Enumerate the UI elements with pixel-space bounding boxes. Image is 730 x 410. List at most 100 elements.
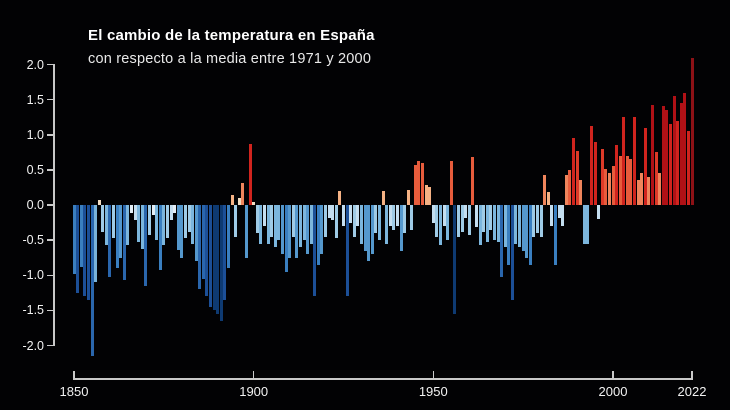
temperature-bar-1911 [291, 205, 295, 237]
temperature-bar-1961 [471, 157, 475, 205]
temperature-bar-1908 [280, 205, 284, 255]
temperature-bar-1953 [442, 205, 446, 227]
temperature-bar-1930 [359, 205, 363, 244]
temperature-bar-1859 [104, 205, 108, 245]
temperature-bar-1855 [90, 205, 94, 356]
temperature-bar-1999 [607, 173, 611, 205]
temperature-bar-1976 [525, 205, 529, 258]
temperature-bar-2006 [633, 117, 636, 205]
temperature-bar-1856 [94, 205, 98, 283]
temperature-bar-2002 [618, 155, 622, 205]
temperature-bar-1994 [589, 126, 593, 205]
temperature-bar-1955 [449, 160, 453, 205]
y-axis-tick--1.5 [47, 309, 54, 312]
temperature-bar-1989 [571, 138, 575, 205]
y-axis-tick-1.5 [47, 98, 54, 101]
temperature-bar-1884 [194, 205, 198, 262]
temperature-bar-1981 [543, 174, 547, 205]
temperature-bar-1941 [399, 205, 403, 251]
temperature-bar-1949 [428, 187, 432, 205]
x-axis-tick-2022 [691, 371, 693, 378]
temperature-bar-2013 [658, 173, 662, 205]
y-axis-tick-0.5 [47, 169, 54, 171]
x-axis-label-1950: 1950 [418, 384, 448, 399]
temperature-bar-1952 [439, 205, 442, 245]
temperature-bar-1924 [338, 190, 342, 205]
temperature-bar-1980 [539, 205, 543, 237]
temperature-bar-2020 [683, 92, 687, 205]
temperature-bar-1993 [586, 205, 590, 244]
temperature-bar-1998 [604, 168, 608, 205]
temperature-bar-1934 [374, 205, 378, 234]
temperature-bar-1887 [205, 205, 209, 297]
temperature-bar-2005 [629, 159, 633, 205]
temperature-bar-1951 [435, 205, 439, 237]
temperature-bar-1851 [76, 205, 80, 293]
temperature-bar-1985 [557, 205, 561, 219]
temperature-bar-1920 [324, 205, 327, 237]
temperature-bar-1988 [568, 169, 572, 205]
temperature-bar-1939 [392, 205, 396, 230]
temperature-bar-1888 [209, 205, 212, 307]
temperature-bar-1997 [600, 148, 604, 205]
temperature-bar-1926 [345, 205, 349, 297]
temperature-bar-1996 [597, 205, 601, 220]
temperature-bar-2009 [643, 127, 647, 205]
temperature-bar-1889 [212, 205, 216, 311]
temperature-bar-2018 [676, 120, 680, 205]
temperature-bar-1923 [334, 205, 338, 238]
temperature-bar-1852 [79, 205, 83, 267]
temperature-bar-1963 [478, 205, 482, 245]
temperature-bar-1927 [349, 205, 353, 223]
temperature-bar-1965 [485, 205, 489, 242]
temperature-bar-1891 [219, 205, 223, 321]
temperature-bar-1969 [500, 205, 504, 277]
temperature-bar-1898 [245, 205, 248, 258]
x-axis-tick-2000 [612, 371, 614, 378]
temperature-bar-1995 [593, 141, 597, 205]
y-axis-tick--0.5 [47, 239, 54, 241]
temperature-bar-1880 [180, 205, 184, 258]
temperature-bar-1992 [582, 205, 586, 244]
temperature-bar-2014 [661, 105, 665, 205]
temperature-bar-1873 [155, 205, 159, 241]
temperature-bar-1960 [467, 205, 471, 236]
temperature-bar-1975 [521, 205, 525, 251]
y-axis-label-1.0: 1.0 [26, 127, 44, 142]
y-axis-tick-0.0 [47, 204, 54, 206]
temperature-bar-1991 [579, 180, 583, 205]
temperature-bar-2015 [665, 110, 669, 205]
x-axis-tick-1850 [73, 371, 75, 378]
temperature-bar-1906 [273, 205, 277, 248]
temperature-bar-1902 [259, 205, 263, 244]
temperature-bar-1909 [284, 205, 288, 272]
temperature-bar-2017 [672, 96, 676, 205]
y-axis-tick--2.0 [47, 344, 54, 347]
x-axis-label-2022: 2022 [677, 384, 707, 399]
y-axis-label--1.5: -1.5 [22, 303, 44, 318]
temperature-bar-1932 [367, 205, 371, 262]
temperature-bar-2022 [690, 57, 694, 205]
temperature-bar-1860 [108, 205, 112, 277]
temperature-bar-1990 [575, 150, 579, 205]
y-axis-label-2.0: 2.0 [26, 57, 44, 72]
temperature-bar-1904 [266, 205, 270, 244]
temperature-bar-1900 [252, 201, 256, 205]
temperature-bar-1943 [406, 190, 410, 205]
temperature-bar-1979 [536, 205, 539, 234]
temperature-bar-1881 [183, 205, 187, 238]
temperature-bar-1922 [331, 205, 335, 220]
temperature-bar-1866 [130, 205, 133, 214]
temperature-bar-1882 [187, 205, 191, 232]
temperature-bar-1958 [460, 205, 464, 232]
temperature-bar-1937 [385, 205, 389, 244]
temperature-bar-1890 [216, 205, 220, 314]
temperature-bar-1931 [363, 205, 367, 251]
temperature-bar-1896 [237, 198, 241, 205]
temperature-bar-1876 [165, 205, 169, 238]
temperature-bar-1867 [133, 205, 137, 220]
temperature-bar-1883 [191, 205, 195, 244]
temperature-bar-1942 [403, 205, 407, 234]
temperature-bar-1858 [101, 205, 105, 232]
